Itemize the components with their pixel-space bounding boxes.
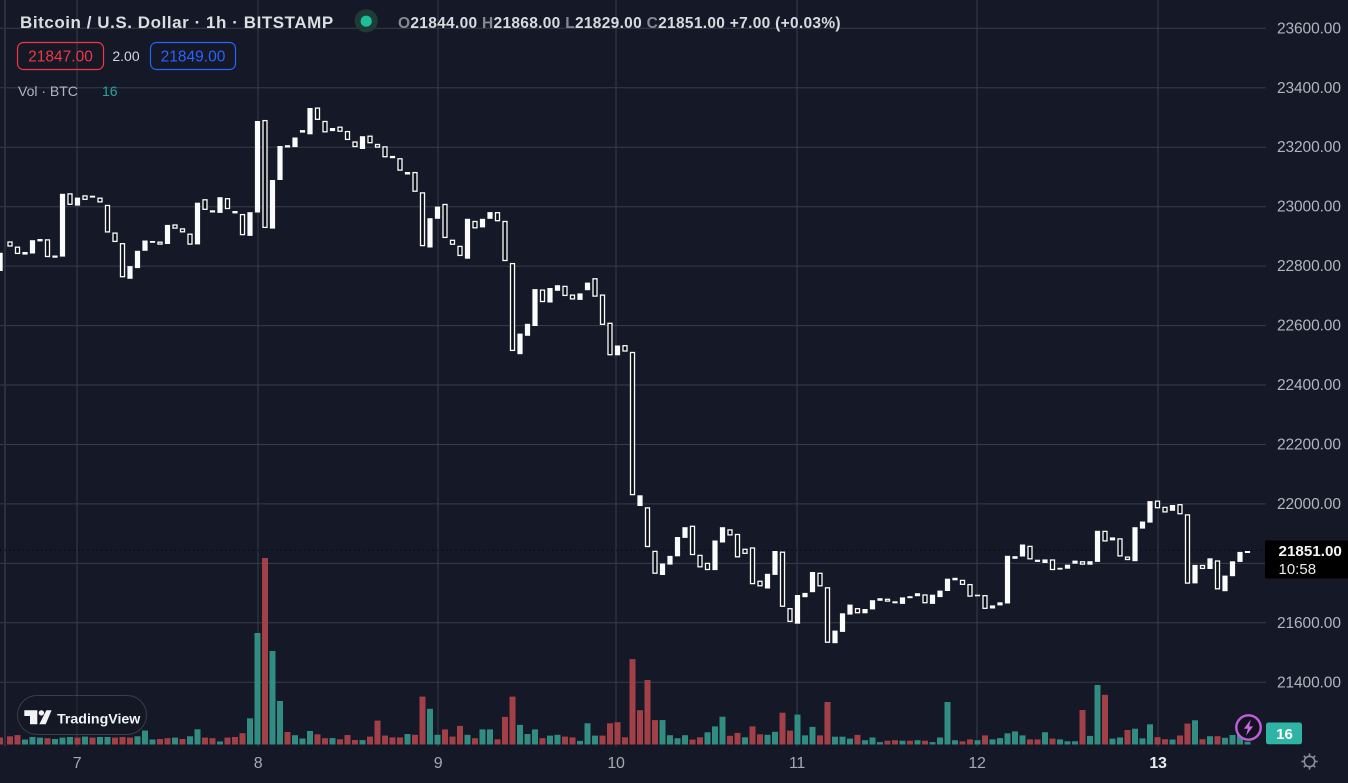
svg-text:23400.00: 23400.00 bbox=[1277, 80, 1341, 97]
svg-text:O21844.00 H21868.00 L21829.00: O21844.00 H21868.00 L21829.00 C21851.00 … bbox=[398, 15, 841, 32]
svg-text:22200.00: 22200.00 bbox=[1277, 437, 1341, 454]
svg-text:Bitcoin / U.S. Dollar · 1h · B: Bitcoin / U.S. Dollar · 1h · BITSTAMP bbox=[20, 13, 334, 32]
svg-text:23200.00: 23200.00 bbox=[1277, 139, 1341, 156]
svg-text:10: 10 bbox=[607, 755, 625, 772]
svg-text:TradingView: TradingView bbox=[57, 712, 141, 728]
svg-text:21849.00: 21849.00 bbox=[161, 49, 226, 66]
svg-text:22800.00: 22800.00 bbox=[1277, 258, 1341, 275]
svg-text:21600.00: 21600.00 bbox=[1277, 615, 1341, 632]
svg-text:16: 16 bbox=[102, 83, 118, 99]
svg-text:22000.00: 22000.00 bbox=[1277, 496, 1341, 513]
svg-text:13: 13 bbox=[1149, 755, 1167, 772]
svg-text:21400.00: 21400.00 bbox=[1277, 674, 1341, 691]
svg-text:21851.00: 21851.00 bbox=[1279, 543, 1342, 560]
svg-text:7: 7 bbox=[73, 755, 82, 772]
svg-text:Vol · BTC: Vol · BTC bbox=[18, 83, 78, 99]
svg-text:16: 16 bbox=[1276, 726, 1293, 743]
svg-text:21847.00: 21847.00 bbox=[28, 49, 93, 66]
svg-text:11: 11 bbox=[789, 755, 805, 772]
svg-text:23000.00: 23000.00 bbox=[1277, 199, 1341, 216]
svg-text:22400.00: 22400.00 bbox=[1277, 377, 1341, 394]
svg-text:12: 12 bbox=[968, 755, 986, 772]
svg-text:22600.00: 22600.00 bbox=[1277, 318, 1341, 335]
svg-text:23600.00: 23600.00 bbox=[1277, 20, 1341, 37]
svg-text:9: 9 bbox=[434, 755, 443, 772]
svg-text:2.00: 2.00 bbox=[112, 48, 139, 64]
svg-text:8: 8 bbox=[254, 755, 263, 772]
svg-text:10:58: 10:58 bbox=[1279, 561, 1317, 578]
